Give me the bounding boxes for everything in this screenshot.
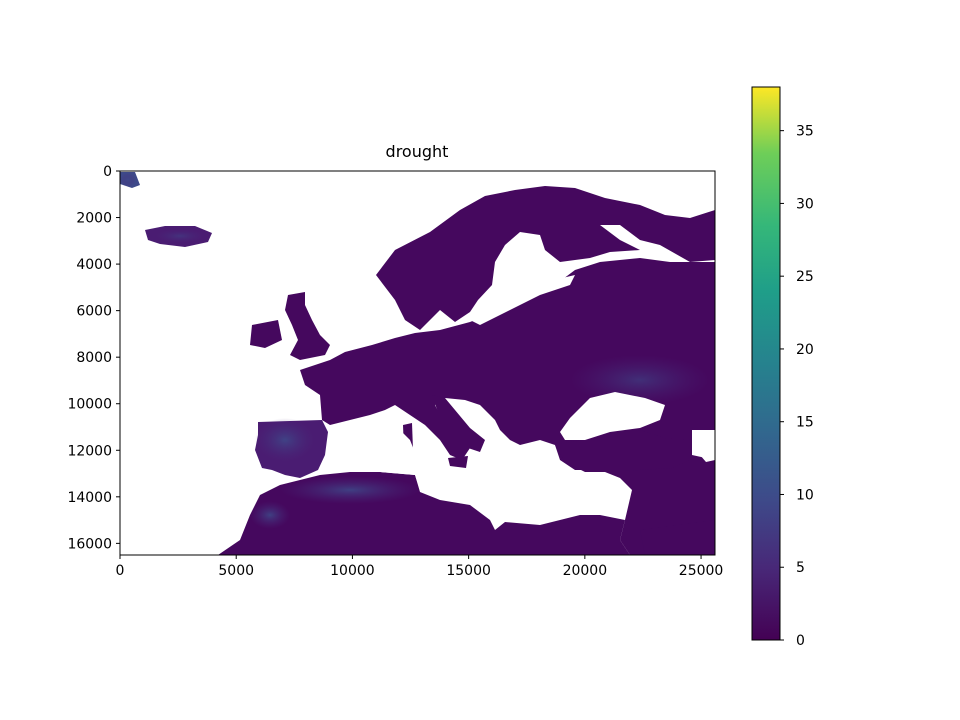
x-tick-label: 25000 <box>679 563 724 579</box>
land-britain <box>285 292 330 360</box>
land-scandinavia <box>376 186 715 330</box>
colorbar-gradient <box>751 86 781 641</box>
land-anatolia <box>555 430 690 472</box>
hotspot-iberia <box>255 418 315 462</box>
colorbar-tick-label: 10 <box>796 487 814 503</box>
colorbar-tick-label: 0 <box>796 633 805 649</box>
plot-frame <box>119 170 716 556</box>
sea-black <box>560 392 665 440</box>
hotspot-morocco <box>250 501 290 529</box>
sea-baltic <box>470 240 575 325</box>
land-italy <box>432 395 485 452</box>
hotspot-iceland <box>155 229 205 243</box>
x-axis: 0 5000 10000 15000 20000 25000 <box>116 555 724 579</box>
x-tick-label: 10000 <box>330 563 375 579</box>
y-tick-label: 16000 <box>67 536 112 552</box>
land-continent <box>300 258 715 555</box>
colorbar-tick-label: 25 <box>796 269 814 285</box>
map-raster <box>120 172 715 555</box>
y-tick-label: 8000 <box>76 350 112 366</box>
land-ireland <box>250 320 282 348</box>
y-axis: 0 2000 4000 6000 8000 10000 12000 14000 16000 <box>67 164 120 552</box>
colorbar-tick-label: 15 <box>796 415 814 431</box>
sea-mediterranean <box>330 425 550 500</box>
colorbar-axis: 0 5 10 15 20 25 30 35 <box>780 124 814 649</box>
x-tick-label: 15000 <box>446 563 491 579</box>
y-tick-label: 2000 <box>76 211 112 227</box>
colorbar-tick-label: 20 <box>796 342 814 358</box>
hotspot-greenland <box>120 173 136 187</box>
x-tick-label: 20000 <box>563 563 608 579</box>
sea-caspian-gap <box>692 430 715 462</box>
x-tick-label: 0 <box>116 563 125 579</box>
hotspot-steppe <box>570 355 710 405</box>
y-tick-label: 12000 <box>67 443 112 459</box>
hotspot-atlas <box>280 476 420 504</box>
x-tick-label: 5000 <box>218 563 254 579</box>
colorbar-tick-label: 35 <box>796 124 814 140</box>
y-tick-label: 14000 <box>67 490 112 506</box>
y-tick-label: 10000 <box>67 397 112 413</box>
y-tick-label: 4000 <box>76 257 112 273</box>
colorbar-tick-label: 30 <box>796 196 814 212</box>
y-tick-label: 0 <box>103 164 112 180</box>
chart-title: drought <box>386 142 449 161</box>
colorbar-tick-label: 5 <box>796 560 805 576</box>
y-tick-label: 6000 <box>76 304 112 320</box>
land-sicily <box>448 456 468 468</box>
land-arabia <box>640 520 715 555</box>
